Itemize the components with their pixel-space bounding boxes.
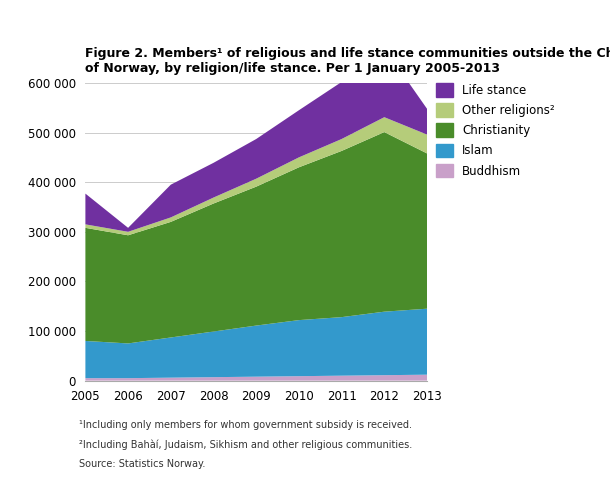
Text: Source: Statistics Norway.: Source: Statistics Norway. [79,459,206,468]
Text: ¹Including only members for whom government subsidy is received.: ¹Including only members for whom governm… [79,420,412,429]
Text: ²Including Bahàí, Judaism, Sikhism and other religious communities.: ²Including Bahàí, Judaism, Sikhism and o… [79,439,412,450]
Legend: Life stance, Other religions², Christianity, Islam, Buddhism: Life stance, Other religions², Christian… [436,83,555,178]
Text: Figure 2. Members¹ of religious and life stance communities outside the Church
o: Figure 2. Members¹ of religious and life… [85,47,610,75]
